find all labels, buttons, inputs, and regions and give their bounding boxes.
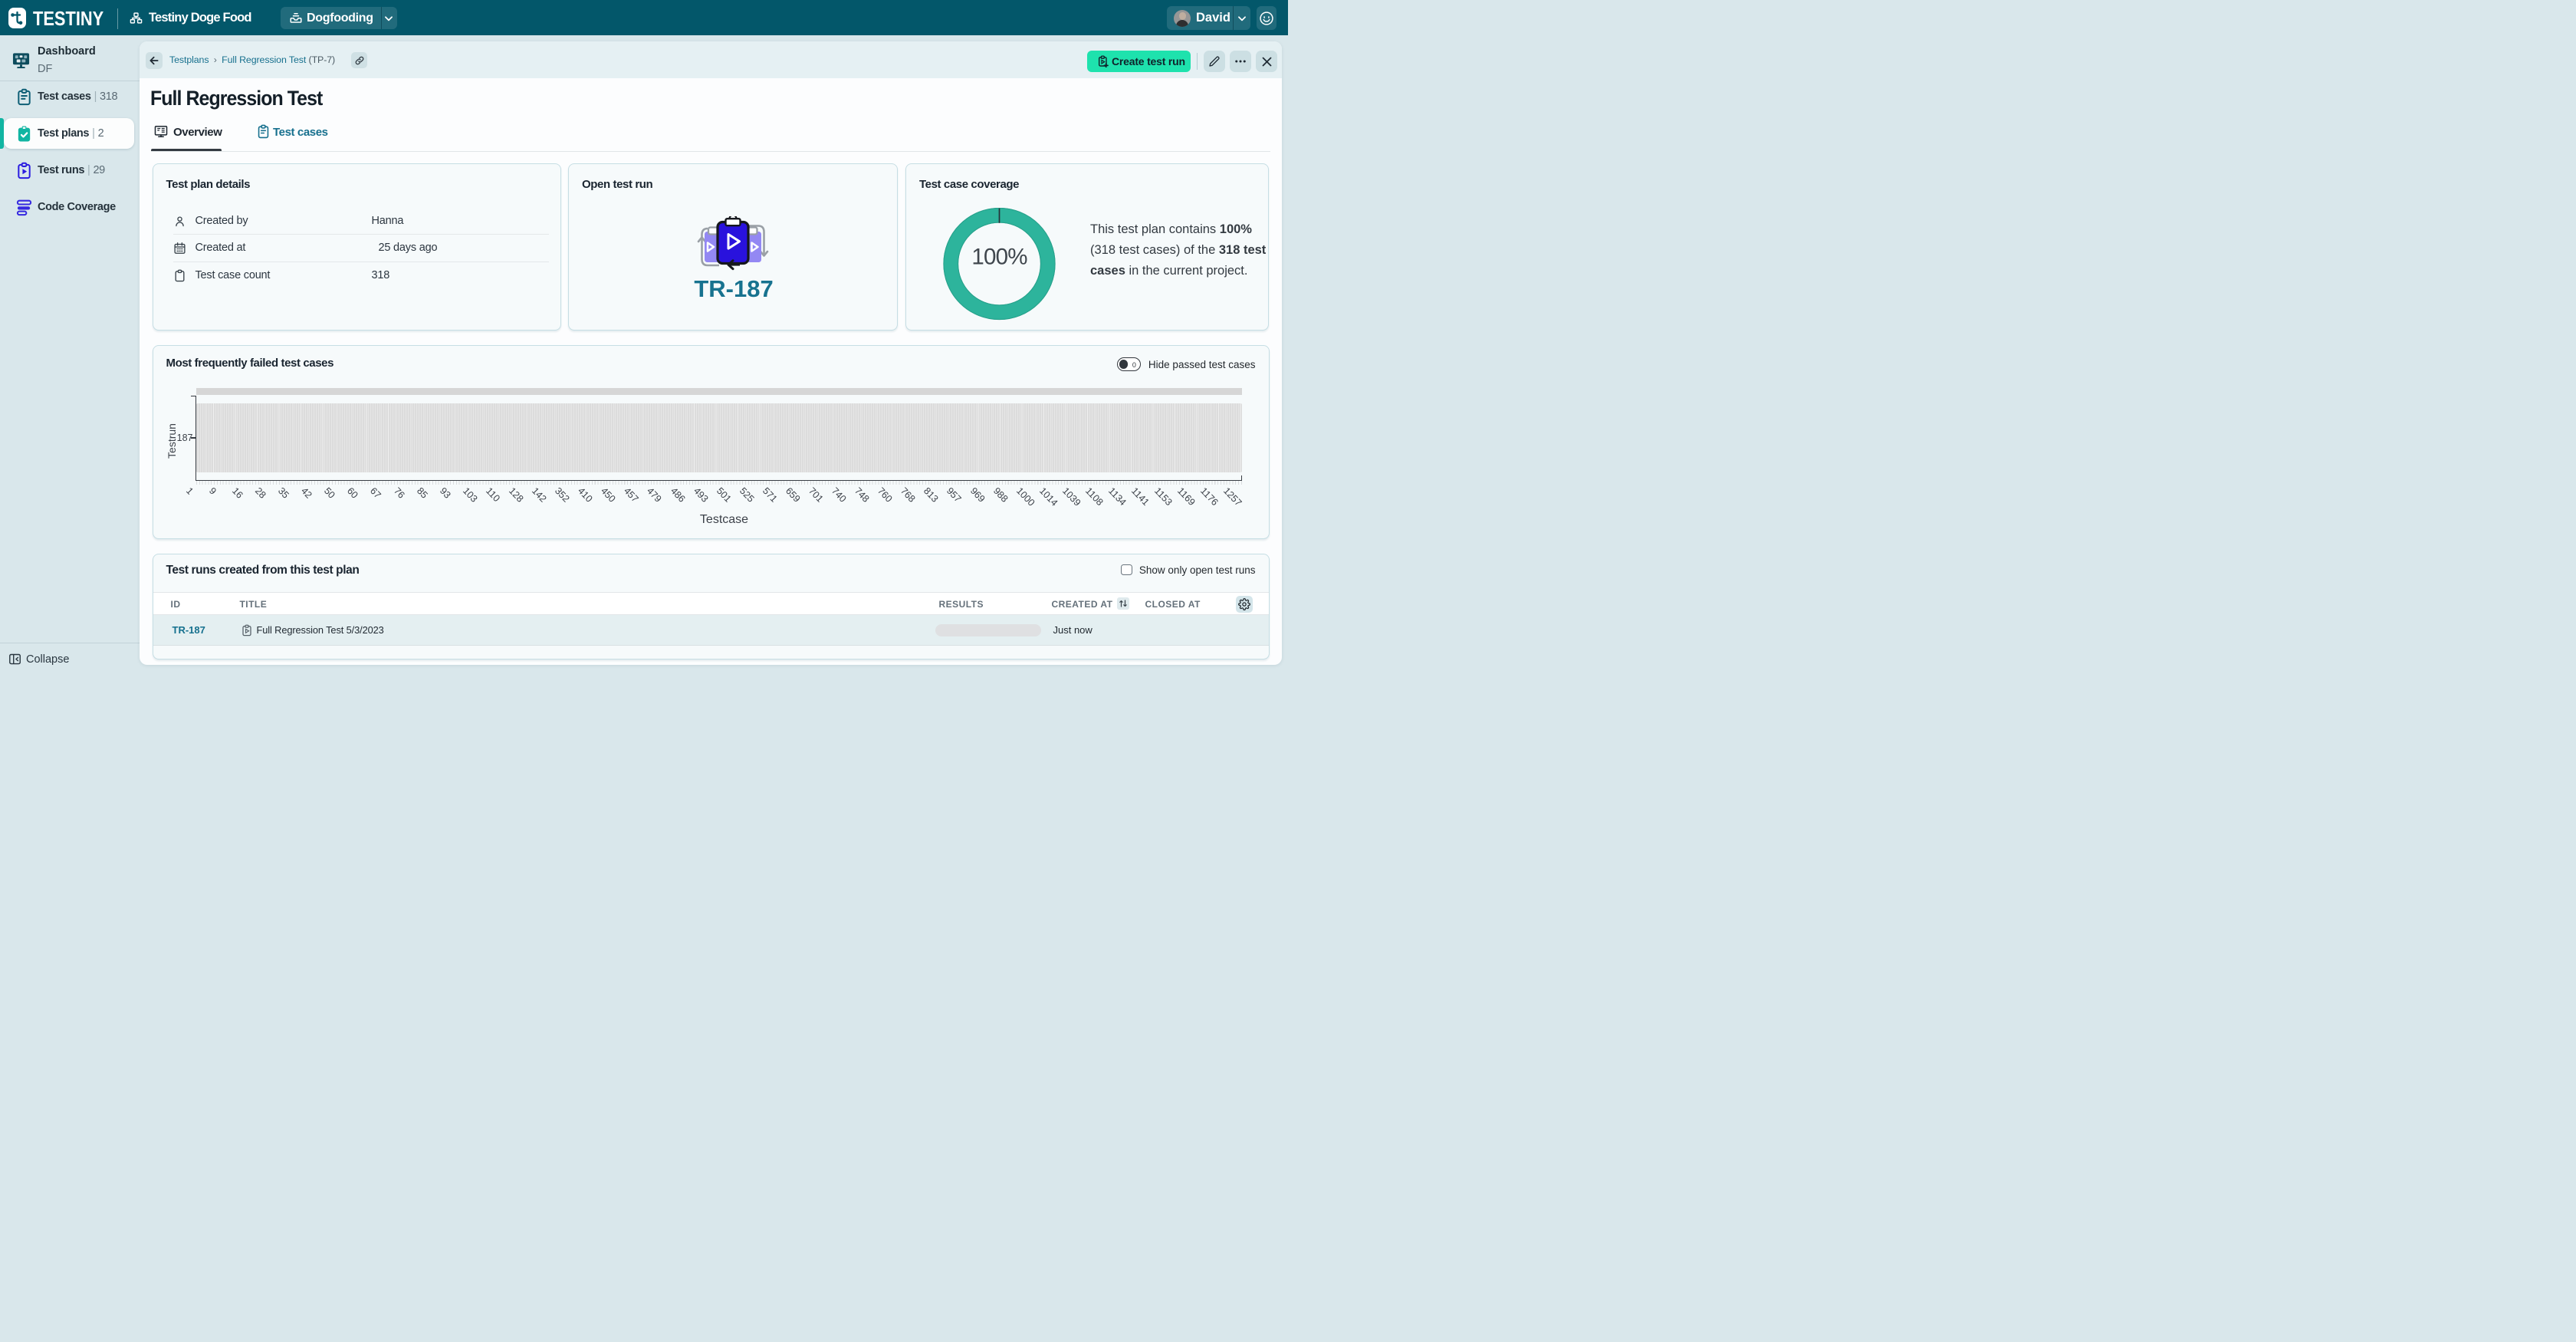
svg-text:100%: 100% xyxy=(971,244,1027,269)
